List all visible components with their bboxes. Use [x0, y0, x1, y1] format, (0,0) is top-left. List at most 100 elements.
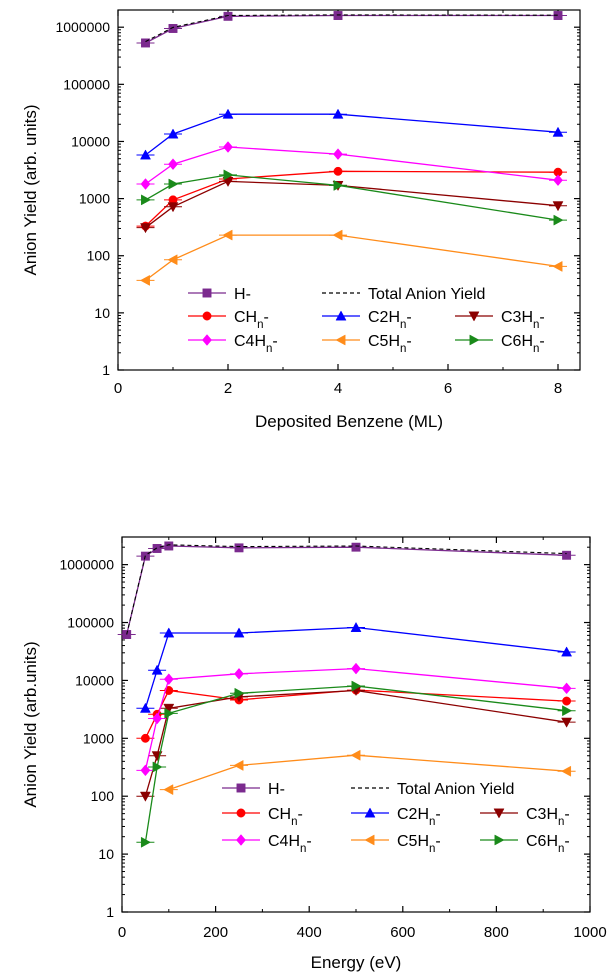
- series-6: [136, 141, 567, 190]
- data-point: [223, 11, 233, 21]
- legend-label: Total Anion Yield: [368, 286, 485, 303]
- legend-label: C6Hn-: [501, 333, 545, 355]
- data-point: [140, 178, 151, 190]
- legend-marker: [364, 807, 376, 818]
- legend-marker: [468, 311, 480, 322]
- legend-label: C3Hn-: [526, 806, 570, 828]
- series-5: [136, 176, 567, 234]
- x-tick-label: 8: [554, 380, 562, 397]
- data-point: [141, 38, 150, 48]
- data-point: [553, 174, 563, 187]
- data-point: [233, 627, 245, 638]
- legend-marker: [236, 783, 246, 793]
- legend-label-sub: n: [300, 843, 306, 855]
- y-axis-ticks: 1 10 100 1000 10000 100000 1000000: [55, 9, 580, 378]
- series-1: [117, 541, 576, 639]
- data-point: [164, 707, 175, 719]
- data-point: [333, 148, 343, 160]
- data-point: [140, 149, 151, 160]
- data-point: [561, 765, 572, 777]
- legend-label-tail: -: [564, 833, 569, 850]
- legend-label: C2Hn-: [397, 806, 441, 828]
- x-tick-label: 0: [114, 380, 122, 397]
- legend-marker: [335, 310, 347, 321]
- series-group: [117, 541, 576, 848]
- legend-item: C2Hn-: [322, 309, 412, 331]
- legend-item: H-: [188, 286, 251, 303]
- legend-item: CHn-: [222, 806, 303, 828]
- legend-label-tail: -: [280, 781, 285, 798]
- legend-label-tail: -: [298, 806, 303, 823]
- data-point: [223, 169, 234, 181]
- y-tick-label: 1: [106, 904, 114, 920]
- legend-label-main: C2H: [368, 309, 400, 326]
- legend-label-main: Total Anion Yield: [368, 286, 485, 303]
- data-point: [222, 108, 234, 119]
- data-point: [222, 229, 233, 241]
- legend-label-tail: -: [246, 286, 251, 303]
- legend-item: C3Hn-: [455, 309, 545, 331]
- legend-label-main: H: [234, 286, 246, 303]
- legend-label-main: CH: [234, 309, 257, 326]
- data-point: [139, 274, 150, 286]
- series-line: [145, 180, 559, 229]
- data-point: [333, 11, 343, 20]
- series-6: [136, 662, 576, 777]
- series-2: [145, 14, 559, 43]
- y-axis-ticks: 1 10 100 1000 10000 100000 1000000: [59, 536, 590, 920]
- data-point: [164, 541, 174, 551]
- x-tick-label: 200: [203, 924, 228, 941]
- legend-label: C2Hn-: [368, 309, 412, 331]
- series-line: [145, 14, 559, 43]
- y-tick-label: 100000: [67, 615, 114, 631]
- legend-label: C6Hn-: [526, 833, 570, 855]
- series-line: [144, 685, 567, 843]
- legend-label-tail: -: [564, 806, 569, 823]
- legend-label-main: H: [268, 781, 280, 798]
- y-axis-title: Anion Yield (arb. units): [21, 104, 40, 275]
- data-point: [167, 202, 179, 213]
- legend-label-sub: n: [257, 319, 263, 331]
- x-tick-label: 0: [118, 924, 126, 941]
- x-tick-label: 800: [484, 924, 509, 941]
- data-point: [168, 158, 178, 171]
- data-point: [139, 702, 151, 713]
- data-point: [139, 791, 151, 802]
- legend-label-sub: n: [533, 319, 539, 331]
- legend-label-tail: -: [539, 309, 544, 326]
- series-5: [136, 686, 576, 802]
- series-7: [159, 749, 576, 796]
- data-point: [122, 630, 132, 639]
- data-point: [553, 214, 564, 226]
- y-tick-label: 100: [87, 248, 111, 264]
- data-point: [351, 680, 362, 692]
- legend-label-main: C5H: [368, 333, 400, 350]
- data-point: [332, 229, 343, 241]
- x-tick-label: 2: [224, 380, 232, 397]
- data-point: [562, 550, 572, 560]
- data-point: [562, 696, 572, 706]
- legend-label-tail: -: [406, 309, 411, 326]
- legend-marker: [494, 834, 505, 846]
- series-line: [144, 689, 567, 739]
- data-point: [234, 687, 245, 699]
- legend-label-main: C6H: [526, 833, 558, 850]
- data-point: [333, 166, 343, 176]
- legend-label: CHn-: [234, 309, 269, 331]
- series-line: [144, 667, 567, 771]
- y-tick-label: 10000: [71, 133, 110, 149]
- legend-marker: [202, 311, 212, 321]
- legend-label-tail: -: [406, 333, 411, 350]
- data-point: [350, 621, 362, 632]
- x-axis-title: Energy (eV): [311, 953, 402, 972]
- series-line: [145, 174, 559, 221]
- legend-label-tail: -: [435, 806, 440, 823]
- data-point: [168, 178, 179, 190]
- legend-item: C6Hn-: [455, 333, 545, 355]
- legend-label-main: C5H: [397, 833, 429, 850]
- data-point: [351, 662, 361, 675]
- legend-label-sub: n: [558, 816, 564, 828]
- y-tick-label: 100000: [63, 76, 110, 92]
